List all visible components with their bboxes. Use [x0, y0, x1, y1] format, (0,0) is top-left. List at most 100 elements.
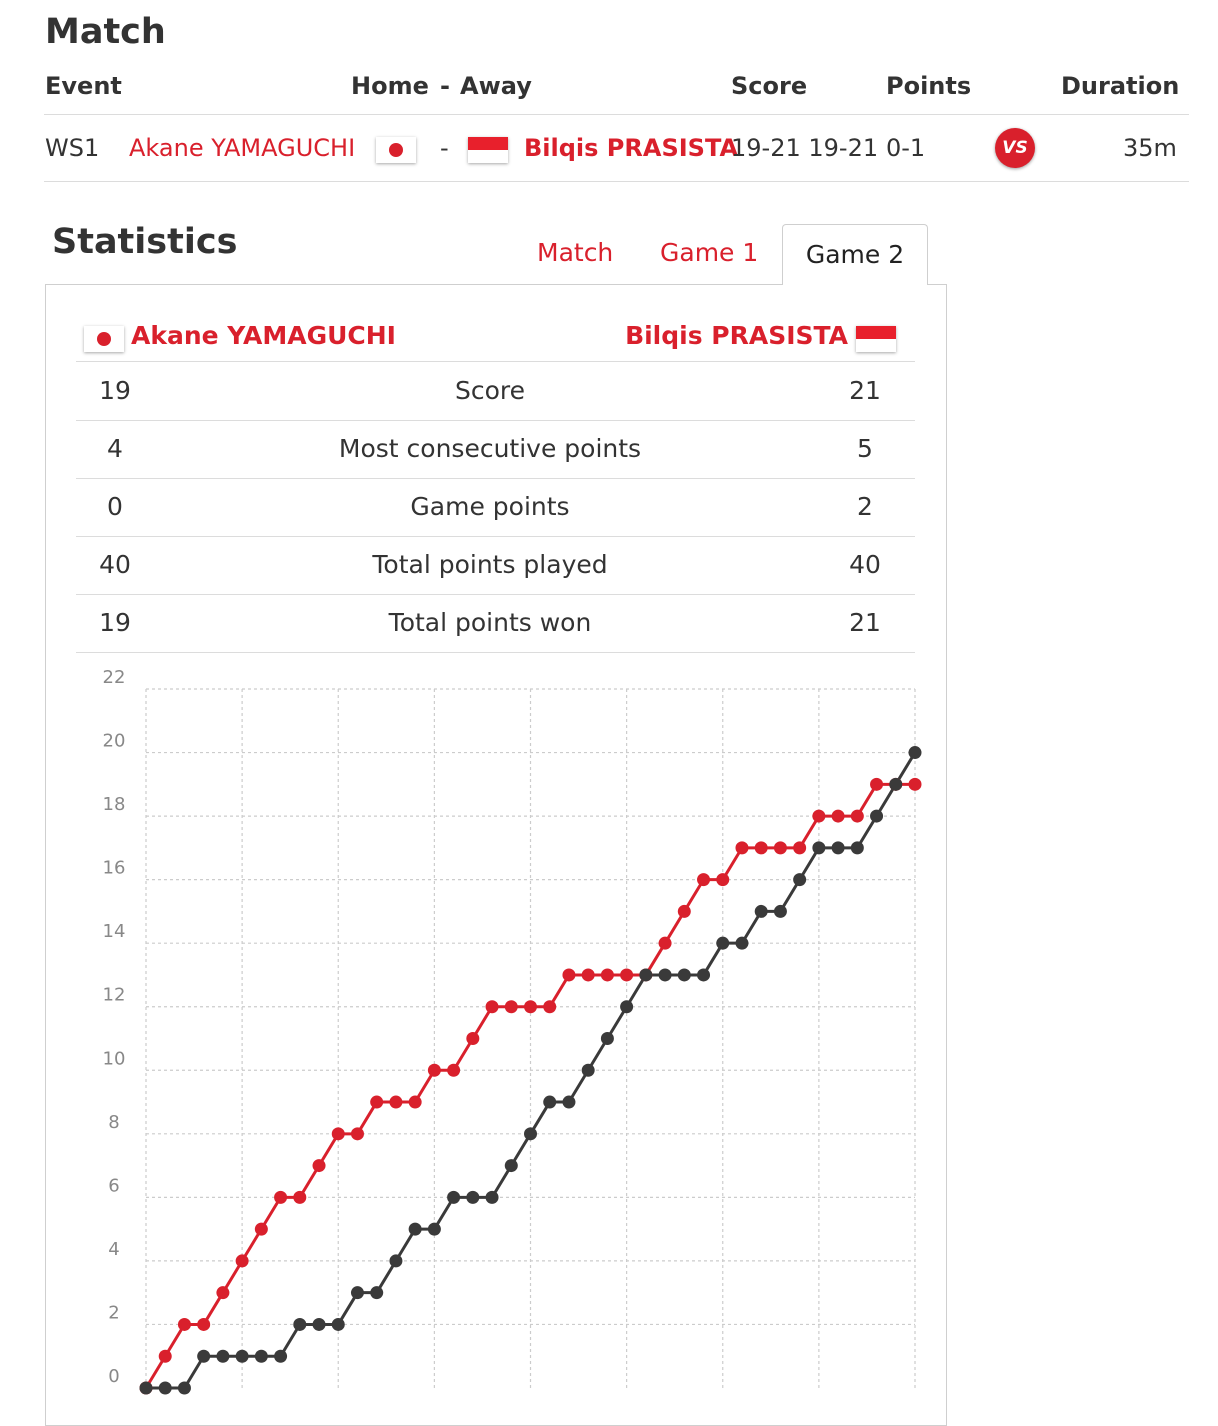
- series-0-point: [754, 841, 768, 855]
- series-0-point: [773, 841, 787, 855]
- match-duration: 35m: [1123, 134, 1177, 162]
- stat-home-value: 19: [99, 608, 131, 637]
- stat-away-value: 40: [849, 550, 881, 579]
- series-0-point: [466, 1032, 480, 1045]
- series-1-point: [677, 968, 691, 982]
- stat-home-value: 4: [107, 434, 123, 463]
- series-0-point: [850, 809, 864, 823]
- tab-game-1[interactable]: Game 1: [660, 238, 759, 267]
- series-1-point: [312, 1317, 326, 1331]
- series-1-point: [581, 1063, 595, 1077]
- series-0-point: [812, 809, 826, 823]
- series-0-point: [331, 1127, 345, 1141]
- series-1-point: [697, 968, 711, 982]
- y-tick-label: 6: [108, 1175, 119, 1196]
- series-0-point: [870, 777, 884, 791]
- y-tick-label: 0: [108, 1366, 119, 1387]
- series-1-point: [466, 1190, 480, 1204]
- series-1-point: [620, 1000, 634, 1014]
- y-tick-label: 14: [103, 921, 126, 942]
- y-tick-label: 16: [103, 858, 126, 879]
- y-tick-label: 18: [103, 794, 126, 815]
- series-1-point: [870, 809, 884, 823]
- series-1-point: [293, 1317, 307, 1331]
- stat-row-game-points: 0 Game points 2: [76, 478, 915, 537]
- series-1-point: [908, 746, 922, 760]
- japan-flag-icon: [376, 137, 416, 163]
- series-1-point: [350, 1286, 364, 1300]
- y-tick-label: 10: [103, 1048, 126, 1069]
- series-0-point: [485, 1000, 499, 1014]
- match-score: 19-21 19-21: [731, 134, 879, 162]
- stat-away-value: 5: [857, 434, 873, 463]
- statistics-heading: Statistics: [52, 222, 238, 262]
- home-player-link[interactable]: Akane YAMAGUCHI: [129, 134, 356, 162]
- series-0-point: [735, 841, 749, 855]
- series-0-point: [658, 936, 672, 950]
- match-heading: Match: [45, 12, 166, 52]
- series-0-point: [312, 1159, 326, 1173]
- y-tick-label: 22: [103, 667, 126, 688]
- series-0-point: [562, 968, 576, 982]
- home-column-header: Home: [351, 72, 429, 100]
- series-0-point: [447, 1063, 461, 1077]
- series-1-point: [716, 936, 730, 950]
- y-tick-label: 4: [108, 1239, 119, 1260]
- series-1-point: [600, 1032, 614, 1045]
- series-0-point: [504, 1000, 518, 1014]
- indonesia-flag-icon: [856, 326, 896, 352]
- series-0-point: [524, 1000, 537, 1014]
- stat-away-value: 21: [849, 608, 881, 637]
- series-0-point: [831, 809, 845, 823]
- stats-home-player[interactable]: Akane YAMAGUCHI: [131, 321, 396, 350]
- japan-flag-icon: [84, 326, 124, 352]
- series-0-point: [543, 1000, 557, 1014]
- series-1-point: [216, 1349, 230, 1363]
- stat-label: Most consecutive points: [338, 434, 642, 463]
- stat-row-score: 19 Score 21: [76, 362, 915, 421]
- series-1-point: [331, 1317, 345, 1331]
- series-0-point: [158, 1349, 172, 1363]
- series-1-point: [485, 1190, 499, 1204]
- tab-match[interactable]: Match: [537, 238, 614, 267]
- away-player-link[interactable]: Bilqis PRASISTA: [524, 134, 739, 162]
- stat-row-points-won: 19 Total points won 21: [76, 594, 915, 653]
- series-1-point: [831, 841, 845, 855]
- y-tick-label: 20: [103, 731, 126, 752]
- series-0-point: [793, 841, 807, 855]
- vs-badge-icon[interactable]: VS: [995, 128, 1035, 168]
- header-divider: [44, 114, 1189, 115]
- series-1-point: [274, 1349, 288, 1363]
- match-points: 0-1: [886, 134, 926, 162]
- series-0-point: [716, 873, 730, 887]
- series-1-point: [235, 1349, 249, 1363]
- series-1-point: [754, 904, 768, 918]
- series-0-point: [600, 968, 614, 982]
- stat-row-consecutive: 4 Most consecutive points 5: [76, 420, 915, 479]
- stats-away-player[interactable]: Bilqis PRASISTA: [625, 321, 848, 350]
- score-column-header: Score: [731, 72, 808, 100]
- series-0-point: [408, 1095, 422, 1109]
- series-0-point: [581, 968, 595, 982]
- tab-game-2-label: Game 2: [805, 240, 905, 269]
- series-0-point: [197, 1317, 211, 1331]
- stat-home-value: 19: [99, 376, 131, 405]
- series-1-point: [370, 1286, 384, 1300]
- stat-label: Score: [454, 376, 526, 405]
- points-column-header: Points: [886, 72, 972, 100]
- series-1-point: [177, 1381, 191, 1395]
- tab-game-2[interactable]: Game 2: [782, 224, 928, 285]
- series-1-point: [543, 1095, 557, 1109]
- y-tick-label: 8: [108, 1112, 119, 1133]
- stats-header-divider: [76, 361, 915, 362]
- stat-home-value: 40: [99, 550, 131, 579]
- series-0-point: [293, 1190, 307, 1204]
- series-0-point: [427, 1063, 441, 1077]
- series-1-point: [850, 841, 864, 855]
- stat-home-value: 0: [107, 492, 123, 521]
- series-1-point: [658, 968, 672, 982]
- series-1-point: [889, 777, 903, 791]
- stat-label: Game points: [410, 492, 570, 521]
- statistics-panel: [45, 284, 947, 1426]
- series-0-point: [677, 904, 691, 918]
